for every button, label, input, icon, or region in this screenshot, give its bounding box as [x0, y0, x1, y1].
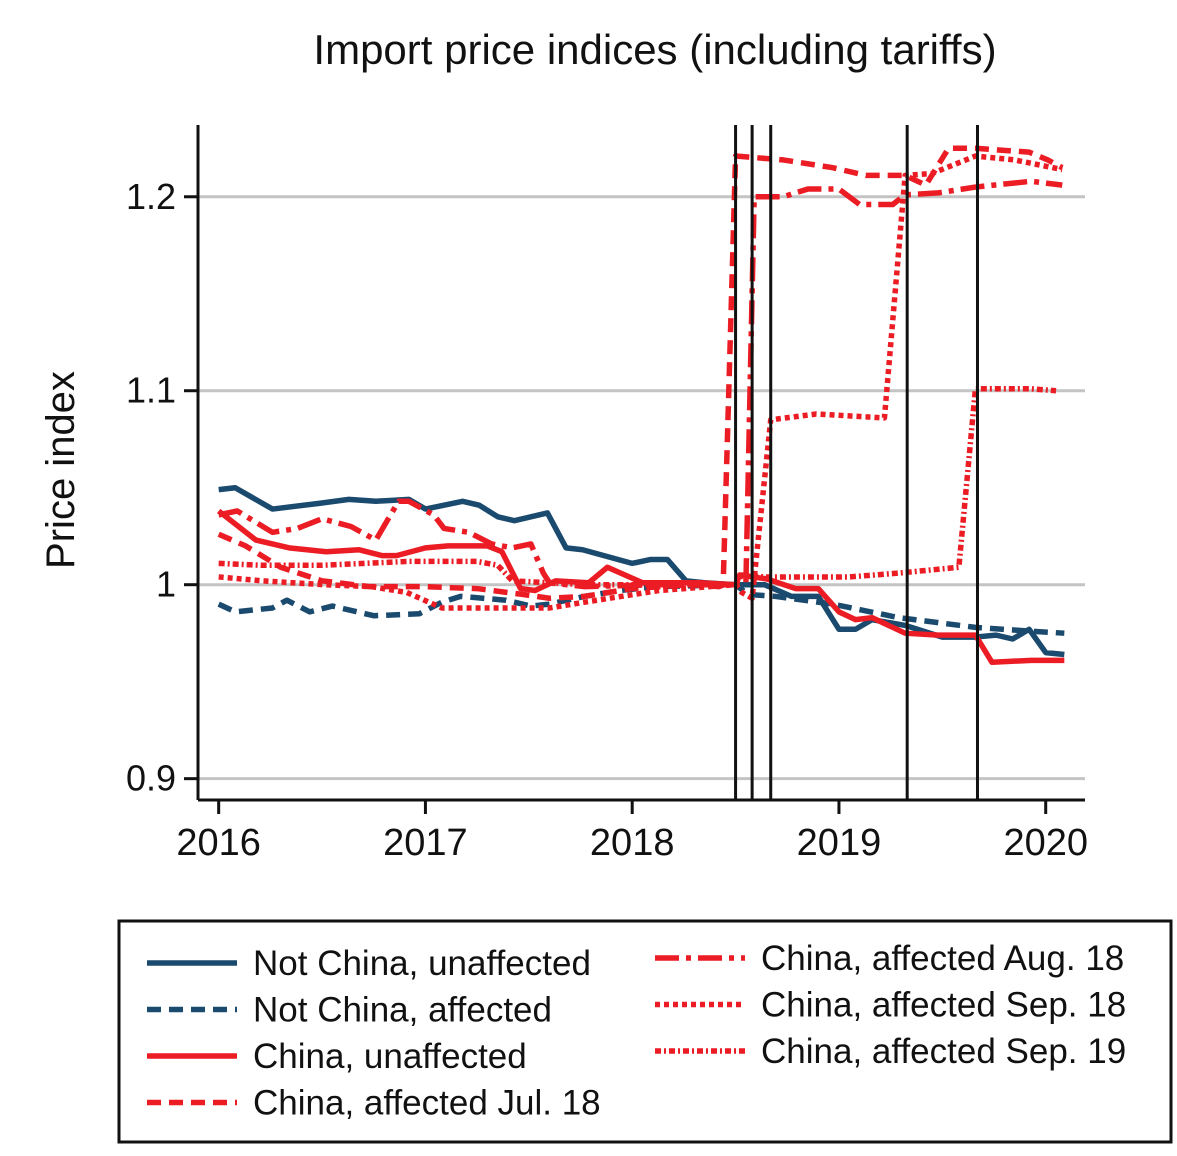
series-china-unaffected [216, 508, 1065, 666]
y-tick-label: 0.9 [126, 758, 176, 799]
series-china-affected-sep-19 [218, 386, 1057, 588]
event-lines [734, 125, 979, 800]
x-tick-label: 2018 [590, 822, 675, 864]
gridlines [198, 195, 1085, 781]
legend-label: Not China, affected [253, 991, 552, 1030]
x-tick-label: 2016 [176, 822, 261, 864]
legend-label: Not China, unaffected [253, 944, 591, 983]
chart-title: Import price indices (including tariffs) [313, 26, 996, 73]
legend-label: China, affected Sep. 19 [761, 1032, 1126, 1071]
legend-label: China, unaffected [253, 1037, 527, 1076]
y-tick-label: 1 [156, 564, 176, 605]
y-axis-label: Price index [39, 371, 83, 569]
legend-label: China, affected Sep. 18 [761, 986, 1126, 1025]
series-lines [216, 145, 1065, 666]
axes: 0.9 1 1.1 1.2 2016 2017 2018 2019 2020 [126, 125, 1088, 864]
series-china-affected-aug-18 [218, 178, 1063, 590]
legend-label: China, affected Aug. 18 [761, 939, 1124, 978]
series-not-china-affected [217, 581, 1065, 636]
x-tick-label: 2017 [383, 822, 468, 864]
x-tick-label: 2020 [1003, 822, 1088, 864]
legend-label: China, affected Jul. 18 [253, 1084, 601, 1123]
legend: Not China, unaffected Not China, affected… [117, 919, 1173, 1144]
y-tick-label: 1.2 [126, 176, 176, 217]
x-tick-label: 2019 [797, 822, 882, 864]
y-tick-label: 1.1 [126, 370, 176, 411]
series-china-affected-jul-18 [217, 145, 1064, 602]
legend-box [117, 919, 1173, 1144]
series-china-affected-sep-18 [218, 153, 1063, 611]
